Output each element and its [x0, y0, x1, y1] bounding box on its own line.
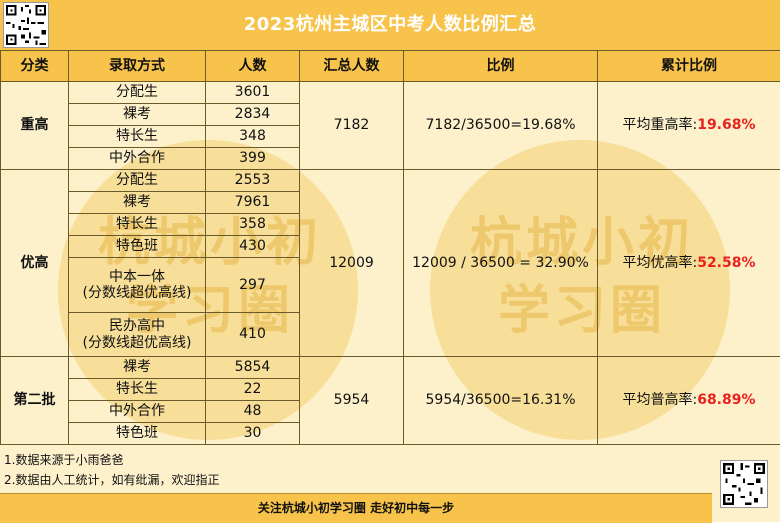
cumulative-value: 52.58%	[697, 255, 755, 271]
header-category: 分类	[1, 51, 69, 82]
count-cell: 48	[206, 401, 300, 423]
total-cell: 7182	[300, 82, 404, 170]
enrollment-table: 分类 录取方式 人数 汇总人数 比例 累计比例 重高 分配生 3601 7182…	[0, 50, 780, 445]
method-cell: 中本一体(分数线超优高线)	[69, 258, 206, 313]
count-cell: 358	[206, 214, 300, 236]
note-1: 1.数据来源于小雨爸爸	[4, 450, 716, 470]
cumulative-label: 平均普高率:	[622, 392, 697, 408]
cumulative-cell: 平均优高率:52.58%	[598, 170, 780, 357]
ratio-cell: 12009 / 36500 = 32.90%	[404, 170, 598, 357]
count-cell: 410	[206, 313, 300, 357]
table-header-row: 分类 录取方式 人数 汇总人数 比例 累计比例	[1, 51, 780, 82]
ratio-cell: 5954/36500=16.31%	[404, 357, 598, 445]
count-cell: 430	[206, 236, 300, 258]
category-cell: 第二批	[1, 357, 69, 445]
header-total: 汇总人数	[300, 51, 404, 82]
total-cell: 12009	[300, 170, 404, 357]
count-cell: 2834	[206, 104, 300, 126]
qr-code-icon	[720, 460, 768, 508]
count-cell: 7961	[206, 192, 300, 214]
count-cell: 297	[206, 258, 300, 313]
note-2: 2.数据由人工统计，如有纰漏，欢迎指正	[4, 470, 716, 490]
method-cell: 民办高中(分数线超优高线)	[69, 313, 206, 357]
method-cell: 特色班	[69, 423, 206, 445]
count-cell: 348	[206, 126, 300, 148]
method-cell: 特色班	[69, 236, 206, 258]
method-cell: 特长生	[69, 379, 206, 401]
total-cell: 5954	[300, 357, 404, 445]
method-cell: 中外合作	[69, 401, 206, 423]
cumulative-value: 19.68%	[697, 117, 755, 133]
category-cell: 优高	[1, 170, 69, 357]
method-cell: 特长生	[69, 214, 206, 236]
method-label: 中本一体	[69, 269, 205, 285]
method-sublabel: (分数线超优高线)	[69, 285, 205, 301]
cumulative-value: 68.89%	[697, 392, 755, 408]
table-row: 重高 分配生 3601 7182 7182/36500=19.68% 平均重高率…	[1, 82, 780, 104]
table-row: 第二批 裸考 5854 5954 5954/36500=16.31% 平均普高率…	[1, 357, 780, 379]
method-cell: 裸考	[69, 192, 206, 214]
cumulative-cell: 平均普高率:68.89%	[598, 357, 780, 445]
header-ratio: 比例	[404, 51, 598, 82]
count-cell: 2553	[206, 170, 300, 192]
header-count: 人数	[206, 51, 300, 82]
count-cell: 399	[206, 148, 300, 170]
method-label: 民办高中	[69, 318, 205, 334]
count-cell: 22	[206, 379, 300, 401]
count-cell: 30	[206, 423, 300, 445]
count-cell: 3601	[206, 82, 300, 104]
ratio-cell: 7182/36500=19.68%	[404, 82, 598, 170]
header-cumulative: 累计比例	[598, 51, 780, 82]
qr-code-icon	[3, 2, 49, 48]
cumulative-label: 平均优高率:	[622, 255, 697, 271]
method-cell: 中外合作	[69, 148, 206, 170]
cumulative-cell: 平均重高率:19.68%	[598, 82, 780, 170]
title-bar: 2023杭州主城区中考人数比例汇总	[0, 0, 780, 51]
notes: 1.数据来源于小雨爸爸 2.数据由人工统计，如有纰漏，欢迎指正	[0, 450, 716, 490]
method-cell: 裸考	[69, 104, 206, 126]
table-row: 优高 分配生 2553 12009 12009 / 36500 = 32.90%…	[1, 170, 780, 192]
count-cell: 5854	[206, 357, 300, 379]
method-cell: 分配生	[69, 82, 206, 104]
method-cell: 裸考	[69, 357, 206, 379]
cumulative-label: 平均重高率:	[622, 117, 697, 133]
method-cell: 分配生	[69, 170, 206, 192]
header-method: 录取方式	[69, 51, 206, 82]
page-title: 2023杭州主城区中考人数比例汇总	[0, 0, 780, 50]
method-sublabel: (分数线超优高线)	[69, 335, 205, 351]
method-cell: 特长生	[69, 126, 206, 148]
category-cell: 重高	[1, 82, 69, 170]
footer-banner: 关注杭城小初学习圈 走好初中每一步	[0, 493, 712, 523]
